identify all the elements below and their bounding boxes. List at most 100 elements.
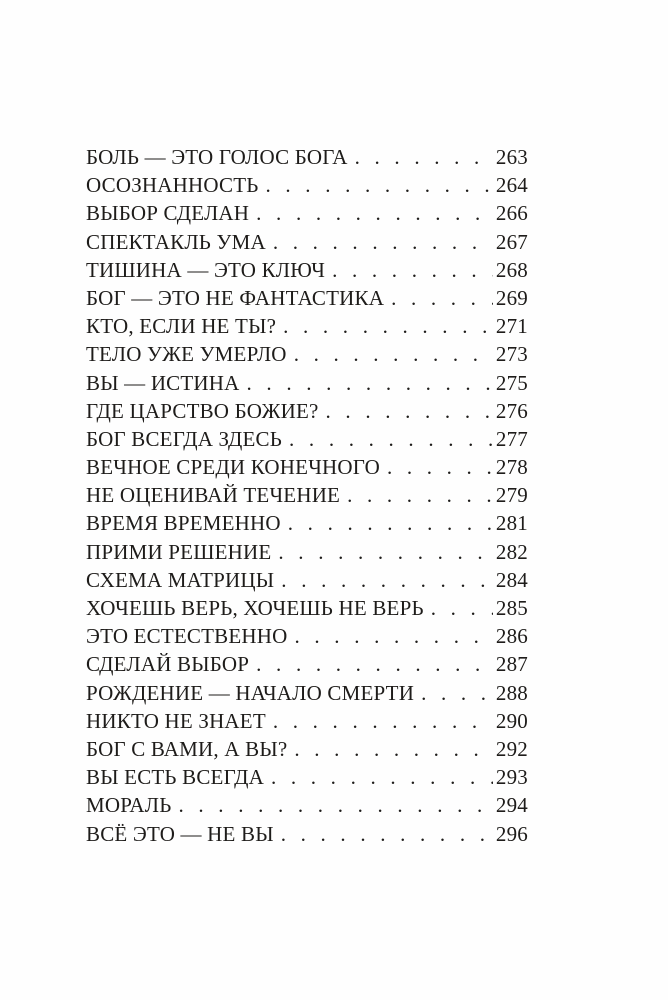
- toc-entry-title: НЕ ОЦЕНИВАЙ ТЕЧЕНИЕ: [86, 483, 341, 508]
- toc-entry: ОСОЗНАННОСТЬ . . . . . . . . . . . . . .…: [86, 171, 528, 199]
- dot-leader: . . . . . . . . . . . . . . . . . . . . …: [280, 821, 493, 846]
- dot-leader: . . . . . . . . . . . . . . . . . . . . …: [332, 257, 493, 282]
- toc-entry-title: ТИШИНА — ЭТО КЛЮЧ: [86, 257, 326, 282]
- dot-leader: . . . . . . . . . . . . . . . . . . . . …: [289, 426, 493, 451]
- toc-entry: КТО, ЕСЛИ НЕ ТЫ? . . . . . . . . . . . .…: [86, 312, 528, 340]
- toc-entry-page: 282: [495, 539, 528, 564]
- dot-leader: . . . . . . . . . . . . . . . . . . . . …: [391, 285, 493, 310]
- toc-entry-page: 267: [495, 229, 528, 254]
- toc-entry-title: ТЕЛО УЖЕ УМЕРЛО: [86, 342, 287, 367]
- toc-entry-page: 279: [495, 483, 528, 508]
- toc-entry: БОЛЬ — ЭТО ГОЛОС БОГА . . . . . . . . . …: [86, 143, 528, 171]
- dot-leader: . . . . . . . . . . . . . . . . . . . . …: [256, 201, 493, 226]
- dot-leader: . . . . . . . . . . . . . . . . . . . . …: [256, 652, 493, 677]
- toc-entry-page: 268: [495, 257, 528, 282]
- toc-entry: СХЕМА МАТРИЦЫ . . . . . . . . . . . . . …: [86, 566, 528, 594]
- dot-leader: . . . . . . . . . . . . . . . . . . . . …: [283, 314, 493, 339]
- toc-entry-page: 290: [495, 708, 528, 733]
- toc-entry-title: ВРЕМЯ ВРЕМЕННО: [86, 511, 281, 536]
- toc-entry: БОГ С ВАМИ, А ВЫ? . . . . . . . . . . . …: [86, 735, 528, 763]
- toc-entry: ВРЕМЯ ВРЕМЕННО . . . . . . . . . . . . .…: [86, 509, 528, 537]
- toc-entry: НЕ ОЦЕНИВАЙ ТЕЧЕНИЕ . . . . . . . . . . …: [86, 481, 528, 509]
- toc-entry-title: БОГ С ВАМИ, А ВЫ?: [86, 736, 288, 761]
- toc-entry: ХОЧЕШЬ ВЕРЬ, ХОЧЕШЬ НЕ ВЕРЬ . . . . . . …: [86, 594, 528, 622]
- dot-leader: . . . . . . . . . . . . . . . . . . . . …: [270, 765, 493, 790]
- toc-entry: ГДЕ ЦАРСТВО БОЖИЕ? . . . . . . . . . . .…: [86, 397, 528, 425]
- toc-entry-title: ПРИМИ РЕШЕНИЕ: [86, 539, 272, 564]
- toc-entry-page: 269: [495, 285, 528, 310]
- toc-entry-title: МОРАЛЬ: [86, 793, 172, 818]
- dot-leader: . . . . . . . . . . . . . . . . . . . . …: [278, 539, 493, 564]
- toc-entry: ВЕЧНОЕ СРЕДИ КОНЕЧНОГО . . . . . . . . .…: [86, 453, 528, 481]
- toc-entry-title: БОГ ВСЕГДА ЗДЕСЬ: [86, 426, 283, 451]
- toc-entry-page: 284: [495, 567, 528, 592]
- toc-entry: НИКТО НЕ ЗНАЕТ . . . . . . . . . . . . .…: [86, 707, 528, 735]
- toc-entry-page: 296: [495, 821, 528, 846]
- dot-leader: . . . . . . . . . . . . . . . . . . . . …: [386, 455, 493, 480]
- dot-leader: . . . . . . . . . . . . . . . . . . . . …: [287, 511, 493, 536]
- toc-entry-title: ВЫ ЕСТЬ ВСЕГДА: [86, 765, 264, 790]
- toc-entry-page: 266: [495, 201, 528, 226]
- toc-entry-page: 277: [495, 426, 528, 451]
- toc-entry-page: 292: [495, 736, 528, 761]
- toc-entry: ВСЁ ЭТО — НЕ ВЫ . . . . . . . . . . . . …: [86, 820, 528, 848]
- dot-leader: . . . . . . . . . . . . . . . . . . . . …: [281, 567, 493, 592]
- toc-entry-page: 288: [495, 680, 528, 705]
- toc-entry-title: РОЖДЕНИЕ — НАЧАЛО СМЕРТИ: [86, 680, 415, 705]
- toc-entry-page: 286: [495, 624, 528, 649]
- dot-leader: . . . . . . . . . . . . . . . . . . . . …: [325, 398, 493, 423]
- toc-entry-page: 287: [495, 652, 528, 677]
- toc-entry: ТИШИНА — ЭТО КЛЮЧ . . . . . . . . . . . …: [86, 256, 528, 284]
- toc-entry-title: СДЕЛАЙ ВЫБОР: [86, 652, 250, 677]
- dot-leader: . . . . . . . . . . . . . . . . . . . . …: [246, 370, 493, 395]
- toc-entry-title: БОЛЬ — ЭТО ГОЛОС БОГА: [86, 145, 348, 169]
- toc-entry-page: 294: [495, 793, 528, 818]
- toc-entry: МОРАЛЬ . . . . . . . . . . . . . . . . .…: [86, 791, 528, 819]
- dot-leader: . . . . . . . . . . . . . . . . . . . . …: [354, 145, 493, 169]
- toc-entry: ВЫБОР СДЕЛАН . . . . . . . . . . . . . .…: [86, 199, 528, 227]
- toc-entry-page: 271: [495, 314, 528, 339]
- dot-leader: . . . . . . . . . . . . . . . . . . . . …: [178, 793, 493, 818]
- toc-entry: ВЫ ЕСТЬ ВСЕГДА . . . . . . . . . . . . .…: [86, 763, 528, 791]
- toc-entry-page: 293: [495, 765, 528, 790]
- toc-entry: ЭТО ЕСТЕСТВЕННО . . . . . . . . . . . . …: [86, 622, 528, 650]
- dot-leader: . . . . . . . . . . . . . . . . . . . . …: [347, 483, 493, 508]
- toc-entry: СДЕЛАЙ ВЫБОР . . . . . . . . . . . . . .…: [86, 650, 528, 678]
- toc-entry-title: ВЫ — ИСТИНА: [86, 370, 240, 395]
- toc-entry-page: 263: [495, 145, 528, 169]
- toc-entry-title: ВЫБОР СДЕЛАН: [86, 201, 250, 226]
- toc-entry-page: 276: [495, 398, 528, 423]
- dot-leader: . . . . . . . . . . . . . . . . . . . . …: [294, 736, 493, 761]
- toc-entry-title: ВЕЧНОЕ СРЕДИ КОНЕЧНОГО: [86, 455, 380, 480]
- toc-entry-page: 275: [495, 370, 528, 395]
- dot-leader: . . . . . . . . . . . . . . . . . . . . …: [265, 173, 493, 198]
- toc-entry-page: 285: [495, 596, 528, 620]
- toc-entry-page: 281: [495, 511, 528, 536]
- toc-entry-page: 273: [495, 342, 528, 367]
- dot-leader: . . . . . . . . . . . . . . . . . . . . …: [272, 229, 493, 254]
- dot-leader: . . . . . . . . . . . . . . . . . . . . …: [272, 708, 493, 733]
- toc-entry-title: БОГ — ЭТО НЕ ФАНТАСТИКА: [86, 285, 385, 310]
- table-of-contents: БОЛЬ — ЭТО ГОЛОС БОГА . . . . . . . . . …: [86, 143, 528, 848]
- toc-entry-title: НИКТО НЕ ЗНАЕТ: [86, 708, 266, 733]
- toc-entry: ВЫ — ИСТИНА . . . . . . . . . . . . . . …: [86, 369, 528, 397]
- toc-entry-title: СХЕМА МАТРИЦЫ: [86, 567, 275, 592]
- toc-entry: СПЕКТАКЛЬ УМА . . . . . . . . . . . . . …: [86, 228, 528, 256]
- toc-entry-page: 264: [495, 173, 528, 198]
- toc-entry-title: ХОЧЕШЬ ВЕРЬ, ХОЧЕШЬ НЕ ВЕРЬ: [86, 596, 424, 620]
- toc-entry: ТЕЛО УЖЕ УМЕРЛО . . . . . . . . . . . . …: [86, 340, 528, 368]
- dot-leader: . . . . . . . . . . . . . . . . . . . . …: [294, 624, 493, 649]
- toc-entry-title: ОСОЗНАННОСТЬ: [86, 173, 259, 198]
- toc-entry: ПРИМИ РЕШЕНИЕ . . . . . . . . . . . . . …: [86, 538, 528, 566]
- toc-entry: БОГ — ЭТО НЕ ФАНТАСТИКА . . . . . . . . …: [86, 284, 528, 312]
- toc-entry: РОЖДЕНИЕ — НАЧАЛО СМЕРТИ . . . . . . . .…: [86, 679, 528, 707]
- toc-entry-page: 278: [495, 455, 528, 480]
- dot-leader: . . . . . . . . . . . . . . . . . . . . …: [430, 596, 493, 620]
- dot-leader: . . . . . . . . . . . . . . . . . . . . …: [293, 342, 493, 367]
- toc-entry-title: КТО, ЕСЛИ НЕ ТЫ?: [86, 314, 277, 339]
- toc-entry-title: ГДЕ ЦАРСТВО БОЖИЕ?: [86, 398, 319, 423]
- toc-entry-title: ВСЁ ЭТО — НЕ ВЫ: [86, 821, 274, 846]
- toc-entry-title: ЭТО ЕСТЕСТВЕННО: [86, 624, 288, 649]
- toc-entry-title: СПЕКТАКЛЬ УМА: [86, 229, 266, 254]
